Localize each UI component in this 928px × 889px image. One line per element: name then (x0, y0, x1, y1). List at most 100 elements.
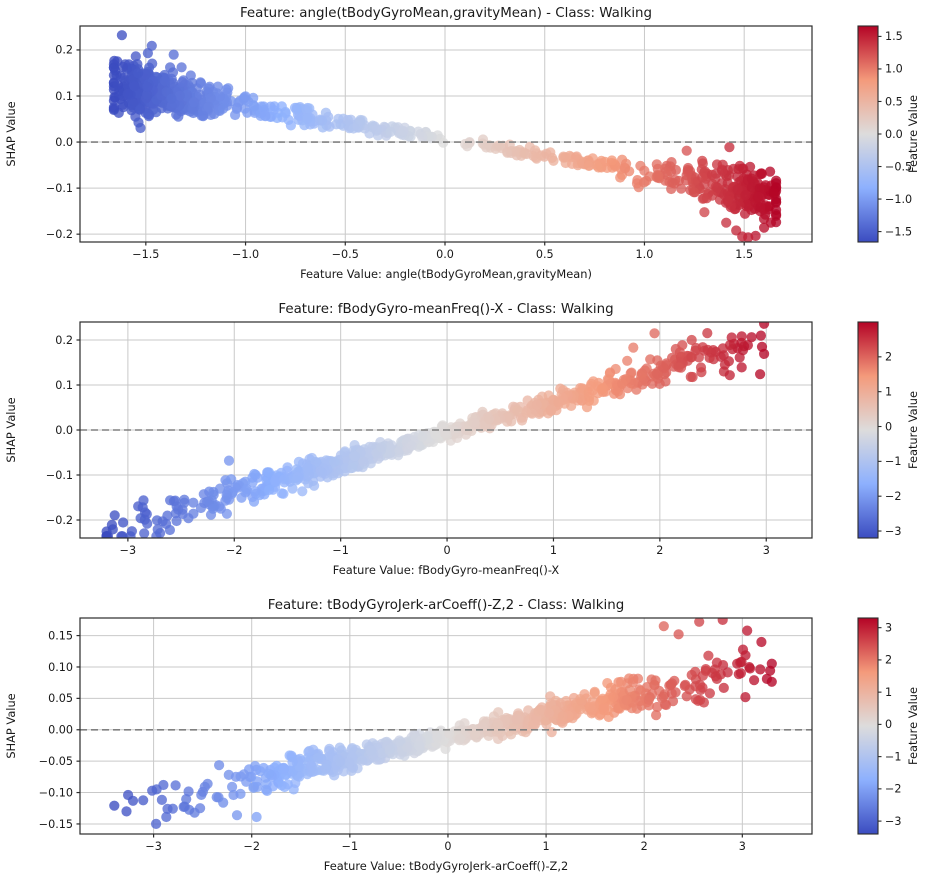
scatter-point (670, 343, 681, 355)
scatter-point (122, 88, 133, 100)
scatter-point (291, 464, 302, 475)
scatter-point (357, 755, 368, 766)
colorbar-tick-label: 0.5 (885, 95, 903, 108)
scatter-point (758, 213, 770, 224)
scatter-point (333, 468, 344, 479)
scatter-point (117, 99, 128, 110)
x-tick-label: 0.5 (536, 248, 554, 261)
scatter-point (335, 756, 346, 767)
scatter-point (138, 795, 149, 806)
scatter-point (735, 668, 747, 679)
scatter-points (109, 618, 777, 829)
scatter-point (483, 414, 495, 425)
scatter-points (101, 322, 770, 538)
x-tick-label: 2 (641, 840, 648, 853)
scatter-point (530, 152, 541, 163)
y-tick-label: 0.10 (48, 661, 73, 674)
scatter-point (567, 158, 578, 169)
scatter-point (432, 732, 443, 743)
y-axis-ticks: −0.2 −0.1 0.0 0.1 0.2 (46, 44, 80, 241)
scatter-point (690, 681, 701, 692)
scatter-point (203, 83, 214, 94)
y-tick-label: 0.00 (48, 724, 73, 737)
x-tick-label: −1 (332, 544, 349, 557)
scatter-point (270, 476, 281, 487)
scatter-point (622, 355, 633, 366)
scatter-point (287, 757, 298, 768)
scatter-point (352, 120, 363, 132)
colorbar-tick-label: −3 (885, 815, 902, 828)
scatter-point (402, 742, 413, 753)
scatter-point (250, 486, 261, 497)
scatter-point (685, 371, 696, 382)
scatter-point (520, 727, 531, 738)
x-axis-ticks: −3 −2 −1 0 1 2 3 (120, 538, 770, 557)
scatter-point (129, 81, 140, 92)
scatter-point (627, 677, 639, 688)
y-tick-label: 0.1 (55, 90, 73, 103)
scatter-point (717, 165, 728, 176)
colorbar-tick-label: 1 (885, 686, 892, 699)
scatter-point (339, 446, 350, 457)
scatter-point (628, 342, 639, 353)
scatter-point (504, 139, 515, 150)
scatter-point (724, 370, 735, 381)
scatter-point (647, 378, 658, 389)
plot-render-group: −3 −2 −1 0 1 2 3 −0.15 −0.10 −0.05 0.00 0.05 0.10 0.1… (39, 617, 902, 853)
scatter-point (205, 93, 216, 104)
x-axis-ticks: −1.5 −1.0 −0.5 0.0 0.5 1.0 1.5 (132, 242, 753, 261)
x-axis-ticks: −3 −2 −1 0 1 2 3 (145, 834, 746, 853)
scatter-point (316, 467, 327, 478)
y-axis-ticks: −0.2 −0.1 0.0 0.1 0.2 (46, 334, 80, 527)
scatter-point (311, 456, 322, 468)
scatter-point (168, 49, 179, 60)
y-tick-label: −0.2 (46, 228, 73, 241)
scatter-point (109, 800, 120, 811)
colorbar-tick-label: 2 (885, 351, 892, 364)
scatter-point (214, 91, 225, 102)
scatter-point (649, 328, 660, 339)
scatter-point (742, 625, 753, 636)
scatter-point (702, 328, 713, 339)
scatter-point (673, 362, 684, 373)
scatter-point (198, 489, 209, 500)
scatter-point (376, 442, 387, 453)
colorbar-tick-label: 3 (885, 621, 892, 634)
scatter-point (134, 104, 146, 115)
scatter-point (493, 140, 504, 151)
scatter-point (506, 729, 517, 740)
scatter-point (285, 120, 296, 131)
scatter-point (710, 671, 721, 682)
scatter-point (144, 109, 155, 120)
scatter-point (263, 467, 275, 478)
scatter-point (195, 803, 206, 814)
scatter-point (610, 363, 621, 375)
scatter-point (358, 456, 369, 467)
scatter-point (771, 209, 782, 220)
scatter-point (510, 146, 522, 157)
scatter-point (329, 456, 340, 467)
scatter-point (342, 114, 353, 126)
scatter-point (755, 202, 766, 213)
scatter-point (249, 468, 260, 480)
scatter-point (242, 107, 253, 118)
scatter-point (195, 78, 207, 89)
colorbar-ticks: 1.5 1.0 0.5 0.0 −0.5 −1.0 −1.5 (878, 30, 912, 238)
colorbar (857, 617, 879, 835)
colorbar-tick-label: 0.0 (885, 128, 903, 141)
shap-dependence-panel-1: −1.5 −1.0 −0.5 0.0 0.5 1.0 1.5 −0.2 −0.1 0.0 0.1 0.… (0, 0, 928, 296)
scatter-point (123, 789, 134, 801)
scatter-point (251, 811, 262, 823)
scatter-point (241, 485, 252, 496)
scatter-point (168, 77, 179, 89)
scatter-point (349, 451, 361, 462)
y-tick-label: −0.2 (46, 514, 73, 527)
plot-frame (79, 617, 813, 835)
scatter-point (581, 402, 593, 413)
scatter-point (718, 660, 729, 671)
scatter-point (231, 103, 242, 114)
chart-title: Feature: angle(tBodyGyroMean,gravityMean… (240, 6, 652, 21)
scatter-point (440, 428, 451, 439)
scatter-point (502, 147, 513, 158)
scatter-point (555, 383, 566, 394)
